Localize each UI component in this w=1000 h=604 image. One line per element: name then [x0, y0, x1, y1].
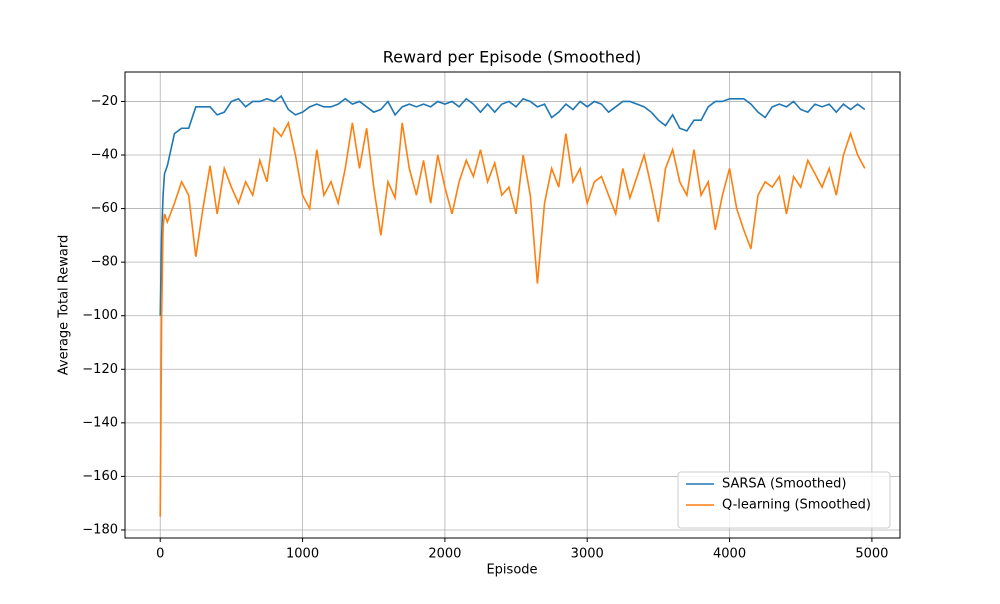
y-tick-label: −140 — [82, 415, 118, 430]
plot-frame — [124, 71, 901, 539]
x-tick-label: 4000 — [713, 547, 746, 562]
x-tick-label: 1000 — [286, 547, 319, 562]
legend-label: SARSA (Smoothed) — [722, 477, 847, 492]
y-tick-label: −100 — [82, 308, 118, 323]
y-tick-label: −80 — [91, 255, 118, 270]
y-tick-label: −20 — [91, 94, 118, 109]
y-axis-label: Average Total Reward — [57, 235, 72, 375]
x-tick-label: 0 — [156, 547, 164, 562]
y-tick-label: −120 — [82, 362, 118, 377]
x-tick-label: 5000 — [855, 547, 888, 562]
chart-title: Reward per Episode (Smoothed) — [383, 48, 641, 67]
x-axis-label: Episode — [486, 563, 537, 578]
x-tick-label: 2000 — [428, 547, 461, 562]
series-line — [159, 94, 866, 316]
series-line — [159, 120, 866, 517]
y-tick-label: −160 — [82, 469, 118, 484]
y-tick-label: −60 — [91, 201, 118, 216]
y-tick-label: −40 — [91, 148, 118, 163]
legend-box — [677, 471, 891, 529]
y-tick-label: −180 — [82, 522, 118, 537]
x-tick-label: 3000 — [571, 547, 604, 562]
legend-label: Q-learning (Smoothed) — [722, 498, 871, 513]
